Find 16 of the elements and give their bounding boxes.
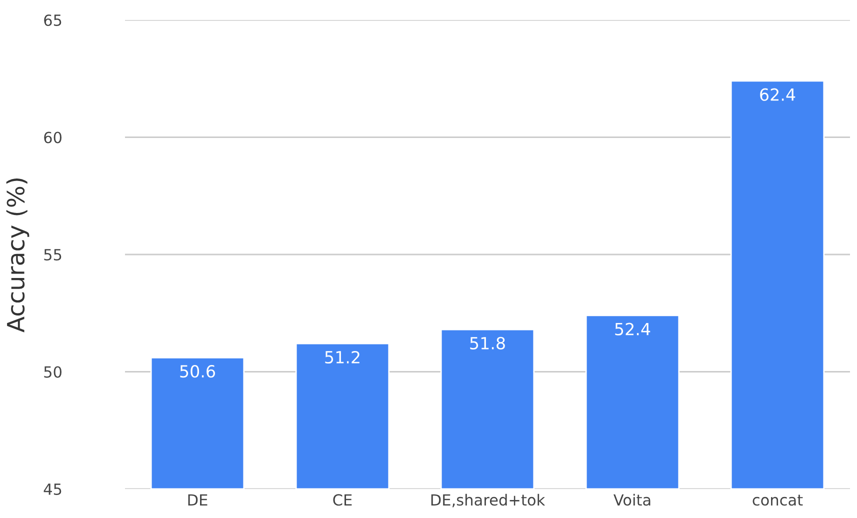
x-tick-label: concat [752,494,803,506]
y-tick-label: 50 [44,366,62,378]
x-tick-label: CE [333,494,352,506]
x-tick-label: DE,shared+tok [431,494,546,508]
data-label: 62.4 [760,88,796,101]
y-tick-label: 60 [44,132,62,144]
y-axis-title: Accuracy (%) [6,178,30,332]
y-tick-label: 55 [44,249,62,261]
data-label: 52.4 [615,322,650,336]
x-tick-label: Voita [614,494,650,506]
y-tick-label: 45 [44,484,62,496]
data-label: 51.2 [325,350,360,364]
y-tick-label: 65 [44,14,62,26]
data-label: 51.8 [470,336,505,350]
x-tick-label: DE [188,494,208,506]
data-label: 50.6 [180,365,216,378]
